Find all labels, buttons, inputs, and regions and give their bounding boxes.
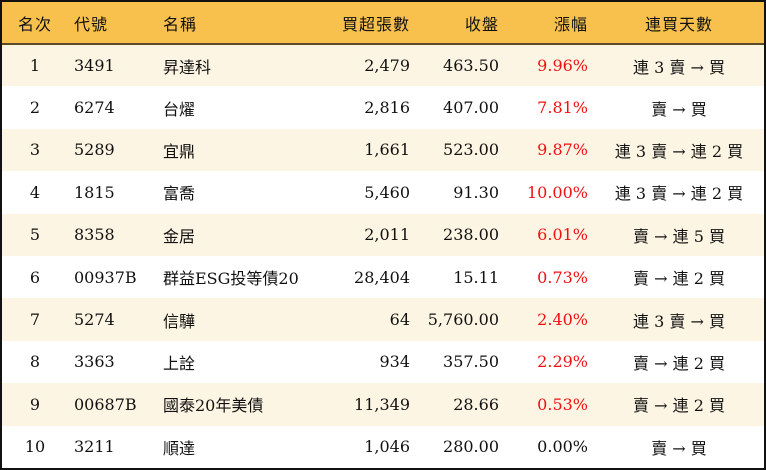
header-name: 名稱 bbox=[163, 14, 198, 34]
cell-rank: 6 bbox=[29, 267, 41, 287]
table-row: 7 5274 信驊 64 5,760.00 2.40% 連 3 賣 → 買 bbox=[2, 298, 764, 341]
cell-change: 0.00% bbox=[537, 437, 588, 457]
cell-close: 463.50 bbox=[443, 56, 499, 76]
cell-name: 信驊 bbox=[163, 311, 196, 331]
cell-close: 280.00 bbox=[443, 437, 499, 457]
table-row: 3 5289 宜鼎 1,661 523.00 9.87% 連 3 賣 → 連 2 買 bbox=[2, 128, 764, 172]
cell-code: 00687B bbox=[74, 394, 137, 414]
table-row: 9 00687B 國泰20年美債 11,349 28.66 0.53% 賣 → 連 2 買 bbox=[2, 383, 764, 426]
cell-close: 238.00 bbox=[443, 225, 499, 245]
cell-net-buy: 64 bbox=[389, 310, 410, 330]
cell-name: 宜鼎 bbox=[163, 141, 196, 161]
cell-net-buy: 2,011 bbox=[364, 225, 410, 245]
cell-net-buy: 1,046 bbox=[364, 437, 410, 457]
header-rank: 名次 bbox=[17, 14, 52, 34]
cell-code: 00937B bbox=[74, 267, 137, 287]
cell-code: 5289 bbox=[74, 140, 115, 160]
cell-streak: 賣 → 連 2 買 bbox=[633, 396, 725, 416]
cell-name: 昇達科 bbox=[163, 57, 212, 77]
cell-change: 7.81% bbox=[537, 98, 588, 118]
cell-change: 0.73% bbox=[537, 267, 588, 287]
table-row: 4 1815 富喬 5,460 91.30 10.00% 連 3 賣 → 連 2 買 bbox=[2, 171, 764, 213]
table-row: 6 00937B 群益ESG投等債20 28,404 15.11 0.73% 賣 → 連 2… bbox=[2, 256, 764, 298]
cell-close: 407.00 bbox=[443, 98, 499, 118]
cell-rank: 4 bbox=[29, 182, 41, 202]
cell-close: 357.50 bbox=[443, 352, 499, 372]
cell-rank: 7 bbox=[29, 310, 41, 330]
cell-change: 2.29% bbox=[537, 352, 588, 372]
cell-change: 2.40% bbox=[537, 310, 588, 330]
cell-code: 8358 bbox=[74, 225, 115, 245]
cell-net-buy: 2,479 bbox=[364, 56, 410, 76]
cell-streak: 賣 → 連 2 買 bbox=[633, 269, 725, 289]
cell-change: 10.00% bbox=[526, 182, 588, 202]
cell-rank: 9 bbox=[29, 394, 41, 414]
cell-change: 9.87% bbox=[537, 140, 588, 160]
cell-streak: 連 3 賣 → 連 2 買 bbox=[614, 184, 744, 204]
cell-streak: 連 3 賣 → 連 2 買 bbox=[614, 141, 744, 161]
cell-change: 0.53% bbox=[537, 394, 588, 414]
table-row: 5 8358 金居 2,011 238.00 6.01% 賣 → 連 5 買 bbox=[2, 213, 764, 256]
header-streak: 連買天數 bbox=[644, 14, 713, 34]
cell-code: 3363 bbox=[74, 352, 115, 372]
cell-net-buy: 11,349 bbox=[354, 394, 410, 414]
cell-streak: 連 3 賣 → 買 bbox=[633, 311, 725, 331]
cell-rank: 5 bbox=[29, 225, 41, 245]
table-header-row: 名次 代號 名稱 買超張數 收盤 漲幅 連買天數 bbox=[2, 2, 764, 44]
cell-name: 國泰20年美債 bbox=[163, 396, 264, 416]
cell-code: 3211 bbox=[74, 437, 115, 457]
cell-close: 15.11 bbox=[453, 267, 499, 287]
cell-net-buy: 1,661 bbox=[364, 140, 410, 160]
cell-streak: 連 3 賣 → 買 bbox=[633, 57, 725, 77]
cell-net-buy: 2,816 bbox=[364, 98, 410, 118]
cell-rank: 8 bbox=[29, 352, 41, 372]
header-change: 漲幅 bbox=[553, 14, 588, 34]
cell-code: 3491 bbox=[74, 56, 115, 76]
header-close: 收盤 bbox=[464, 14, 499, 34]
cell-streak: 賣 → 買 bbox=[651, 438, 707, 458]
cell-close: 91.30 bbox=[453, 182, 499, 202]
cell-name: 富喬 bbox=[163, 184, 196, 204]
table-row: 10 3211 順達 1,046 280.00 0.00% 賣 → 買 bbox=[2, 426, 764, 468]
header-net-buy: 買超張數 bbox=[341, 14, 410, 34]
cell-change: 6.01% bbox=[537, 225, 588, 245]
cell-name: 群益ESG投等債20 bbox=[163, 269, 299, 289]
table-row: 1 3491 昇達科 2,479 463.50 9.96% 連 3 賣 → 買 bbox=[2, 44, 764, 87]
header-code: 代號 bbox=[74, 14, 109, 34]
cell-change: 9.96% bbox=[537, 56, 588, 76]
cell-close: 523.00 bbox=[443, 140, 499, 160]
cell-net-buy: 934 bbox=[379, 352, 410, 372]
cell-close: 28.66 bbox=[453, 394, 499, 414]
cell-rank: 10 bbox=[24, 437, 46, 457]
cell-rank: 3 bbox=[29, 140, 41, 160]
cell-name: 順達 bbox=[163, 438, 196, 458]
cell-streak: 賣 → 買 bbox=[651, 99, 707, 119]
cell-close: 5,760.00 bbox=[427, 310, 499, 330]
cell-streak: 賣 → 連 2 買 bbox=[633, 353, 725, 373]
cell-code: 5274 bbox=[74, 310, 115, 330]
cell-streak: 賣 → 連 5 買 bbox=[633, 226, 725, 246]
cell-name: 台燿 bbox=[163, 99, 196, 119]
table-row: 2 6274 台燿 2,816 407.00 7.81% 賣 → 買 bbox=[2, 86, 764, 128]
cell-net-buy: 5,460 bbox=[364, 182, 410, 202]
cell-rank: 1 bbox=[29, 56, 41, 76]
cell-name: 金居 bbox=[163, 226, 196, 246]
table-row: 8 3363 上詮 934 357.50 2.29% 賣 → 連 2 買 bbox=[2, 341, 764, 383]
cell-rank: 2 bbox=[29, 98, 41, 118]
cell-net-buy: 28,404 bbox=[354, 267, 410, 287]
cell-code: 6274 bbox=[74, 98, 115, 118]
cell-code: 1815 bbox=[74, 182, 115, 202]
cell-name: 上詮 bbox=[163, 353, 196, 373]
